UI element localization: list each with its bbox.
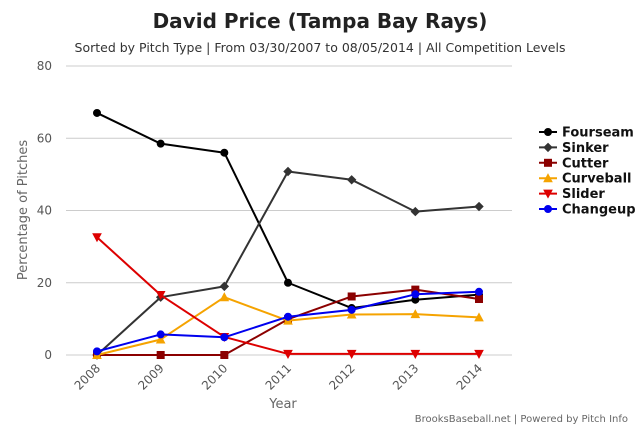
x-tick-label: 2011 [263, 361, 294, 392]
y-tick-label: 80 [37, 59, 52, 73]
data-point-changeup [220, 333, 229, 342]
data-point-fourseam [220, 148, 229, 157]
data-point-slider [346, 349, 357, 359]
series-line-curveball [96, 296, 480, 356]
legend-item-fourseam[interactable]: Fourseam [539, 126, 634, 141]
data-point-curveball [474, 312, 484, 322]
legend-label: Curveball [562, 172, 632, 187]
series-line-sinker [96, 170, 480, 356]
data-point-changeup [93, 347, 101, 356]
legend: FourseamSinkerCutterCurveballSliderChang… [539, 126, 636, 218]
data-point-curveball [155, 334, 166, 344]
y-tick-label: 20 [37, 276, 52, 290]
legend-marker-fourseam [544, 128, 552, 136]
data-point-fourseam [93, 108, 101, 117]
chart-subtitle: Sorted by Pitch Type | From 03/30/2007 t… [75, 40, 566, 55]
legend-marker-curveball [543, 173, 553, 183]
x-axis-label: Year [268, 397, 297, 412]
data-point-changeup [284, 312, 292, 321]
data-point-fourseam [156, 139, 165, 148]
chart-credit: BrooksBaseball.net | Powered by Pitch In… [415, 414, 628, 425]
legend-marker-sinker [543, 142, 553, 153]
data-point-curveball [410, 309, 421, 319]
data-point-cutter [220, 351, 229, 359]
legend-label: Slider [562, 187, 605, 202]
gridlines [66, 65, 512, 356]
legend-marker-slider [543, 189, 553, 199]
series-curveball [92, 292, 484, 359]
data-point-sinker [283, 166, 293, 177]
data-point-sinker [219, 281, 230, 292]
legend-item-curveball[interactable]: Curveball [539, 172, 632, 187]
data-point-changeup [347, 305, 356, 314]
data-point-slider [92, 233, 102, 243]
data-point-sinker [410, 206, 421, 217]
legend-marker-changeup [544, 205, 552, 213]
series-sinker [92, 166, 484, 360]
x-tick-label: 2013 [390, 361, 421, 392]
x-tick-label: 2014 [454, 361, 485, 392]
legend-item-cutter[interactable]: Cutter [539, 156, 609, 171]
legend-marker-cutter [544, 158, 552, 167]
x-axis-ticks: 2008 2009 2010 2011 2012 2013 2014 [72, 361, 485, 392]
y-tick-label: 60 [37, 131, 52, 145]
data-point-slider [155, 291, 166, 301]
data-point-sinker [346, 175, 357, 185]
legend-item-sinker[interactable]: Sinker [539, 141, 609, 156]
legend-item-changeup[interactable]: Changeup [539, 203, 636, 218]
y-tick-label: 0 [44, 348, 52, 362]
data-point-fourseam [284, 278, 292, 287]
data-point-cutter [475, 295, 483, 304]
y-axis-ticks: 0 20 40 60 80 [37, 59, 52, 362]
data-point-slider [474, 349, 484, 359]
legend-label: Changeup [562, 203, 636, 218]
data-point-cutter [156, 351, 165, 359]
data-point-changeup [156, 330, 165, 339]
y-tick-label: 40 [37, 204, 52, 218]
x-tick-label: 2009 [135, 361, 166, 392]
data-point-slider [410, 349, 421, 359]
data-point-curveball [346, 309, 357, 319]
data-point-changeup [411, 290, 420, 299]
data-point-curveball [219, 292, 230, 302]
series-layer [92, 108, 484, 360]
legend-label: Cutter [562, 156, 609, 171]
legend-item-slider[interactable]: Slider [539, 187, 605, 202]
legend-label: Fourseam [562, 126, 634, 141]
legend-label: Sinker [562, 141, 609, 156]
series-slider [92, 233, 484, 359]
x-tick-label: 2010 [199, 361, 230, 392]
data-point-cutter [347, 292, 356, 301]
y-axis-label: Percentage of Pitches [16, 140, 31, 281]
data-point-sinker [474, 201, 484, 212]
data-point-changeup [475, 287, 483, 296]
series-changeup [93, 287, 483, 356]
data-point-slider [283, 349, 293, 359]
chart-title: David Price (Tampa Bay Rays) [153, 9, 488, 33]
x-tick-label: 2008 [72, 361, 103, 392]
x-tick-label: 2012 [326, 361, 357, 392]
